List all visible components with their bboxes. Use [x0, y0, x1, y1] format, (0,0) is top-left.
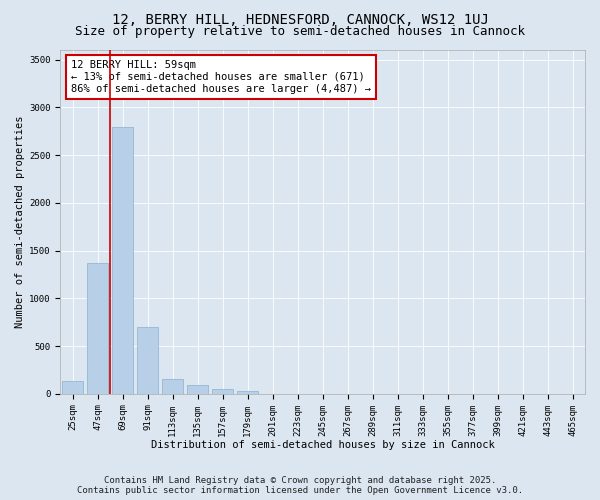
Bar — [237, 390, 259, 394]
Text: 12 BERRY HILL: 59sqm
← 13% of semi-detached houses are smaller (671)
86% of semi: 12 BERRY HILL: 59sqm ← 13% of semi-detac… — [71, 60, 371, 94]
Bar — [212, 388, 233, 394]
Text: Size of property relative to semi-detached houses in Cannock: Size of property relative to semi-detach… — [75, 25, 525, 38]
Bar — [87, 263, 109, 394]
Bar — [187, 385, 208, 394]
Bar — [112, 128, 133, 394]
Y-axis label: Number of semi-detached properties: Number of semi-detached properties — [15, 116, 25, 328]
Text: 12, BERRY HILL, HEDNESFORD, CANNOCK, WS12 1UJ: 12, BERRY HILL, HEDNESFORD, CANNOCK, WS1… — [112, 12, 488, 26]
Bar — [62, 382, 83, 394]
Bar — [137, 327, 158, 394]
Text: Contains HM Land Registry data © Crown copyright and database right 2025.
Contai: Contains HM Land Registry data © Crown c… — [77, 476, 523, 495]
Bar — [162, 379, 184, 394]
X-axis label: Distribution of semi-detached houses by size in Cannock: Distribution of semi-detached houses by … — [151, 440, 494, 450]
